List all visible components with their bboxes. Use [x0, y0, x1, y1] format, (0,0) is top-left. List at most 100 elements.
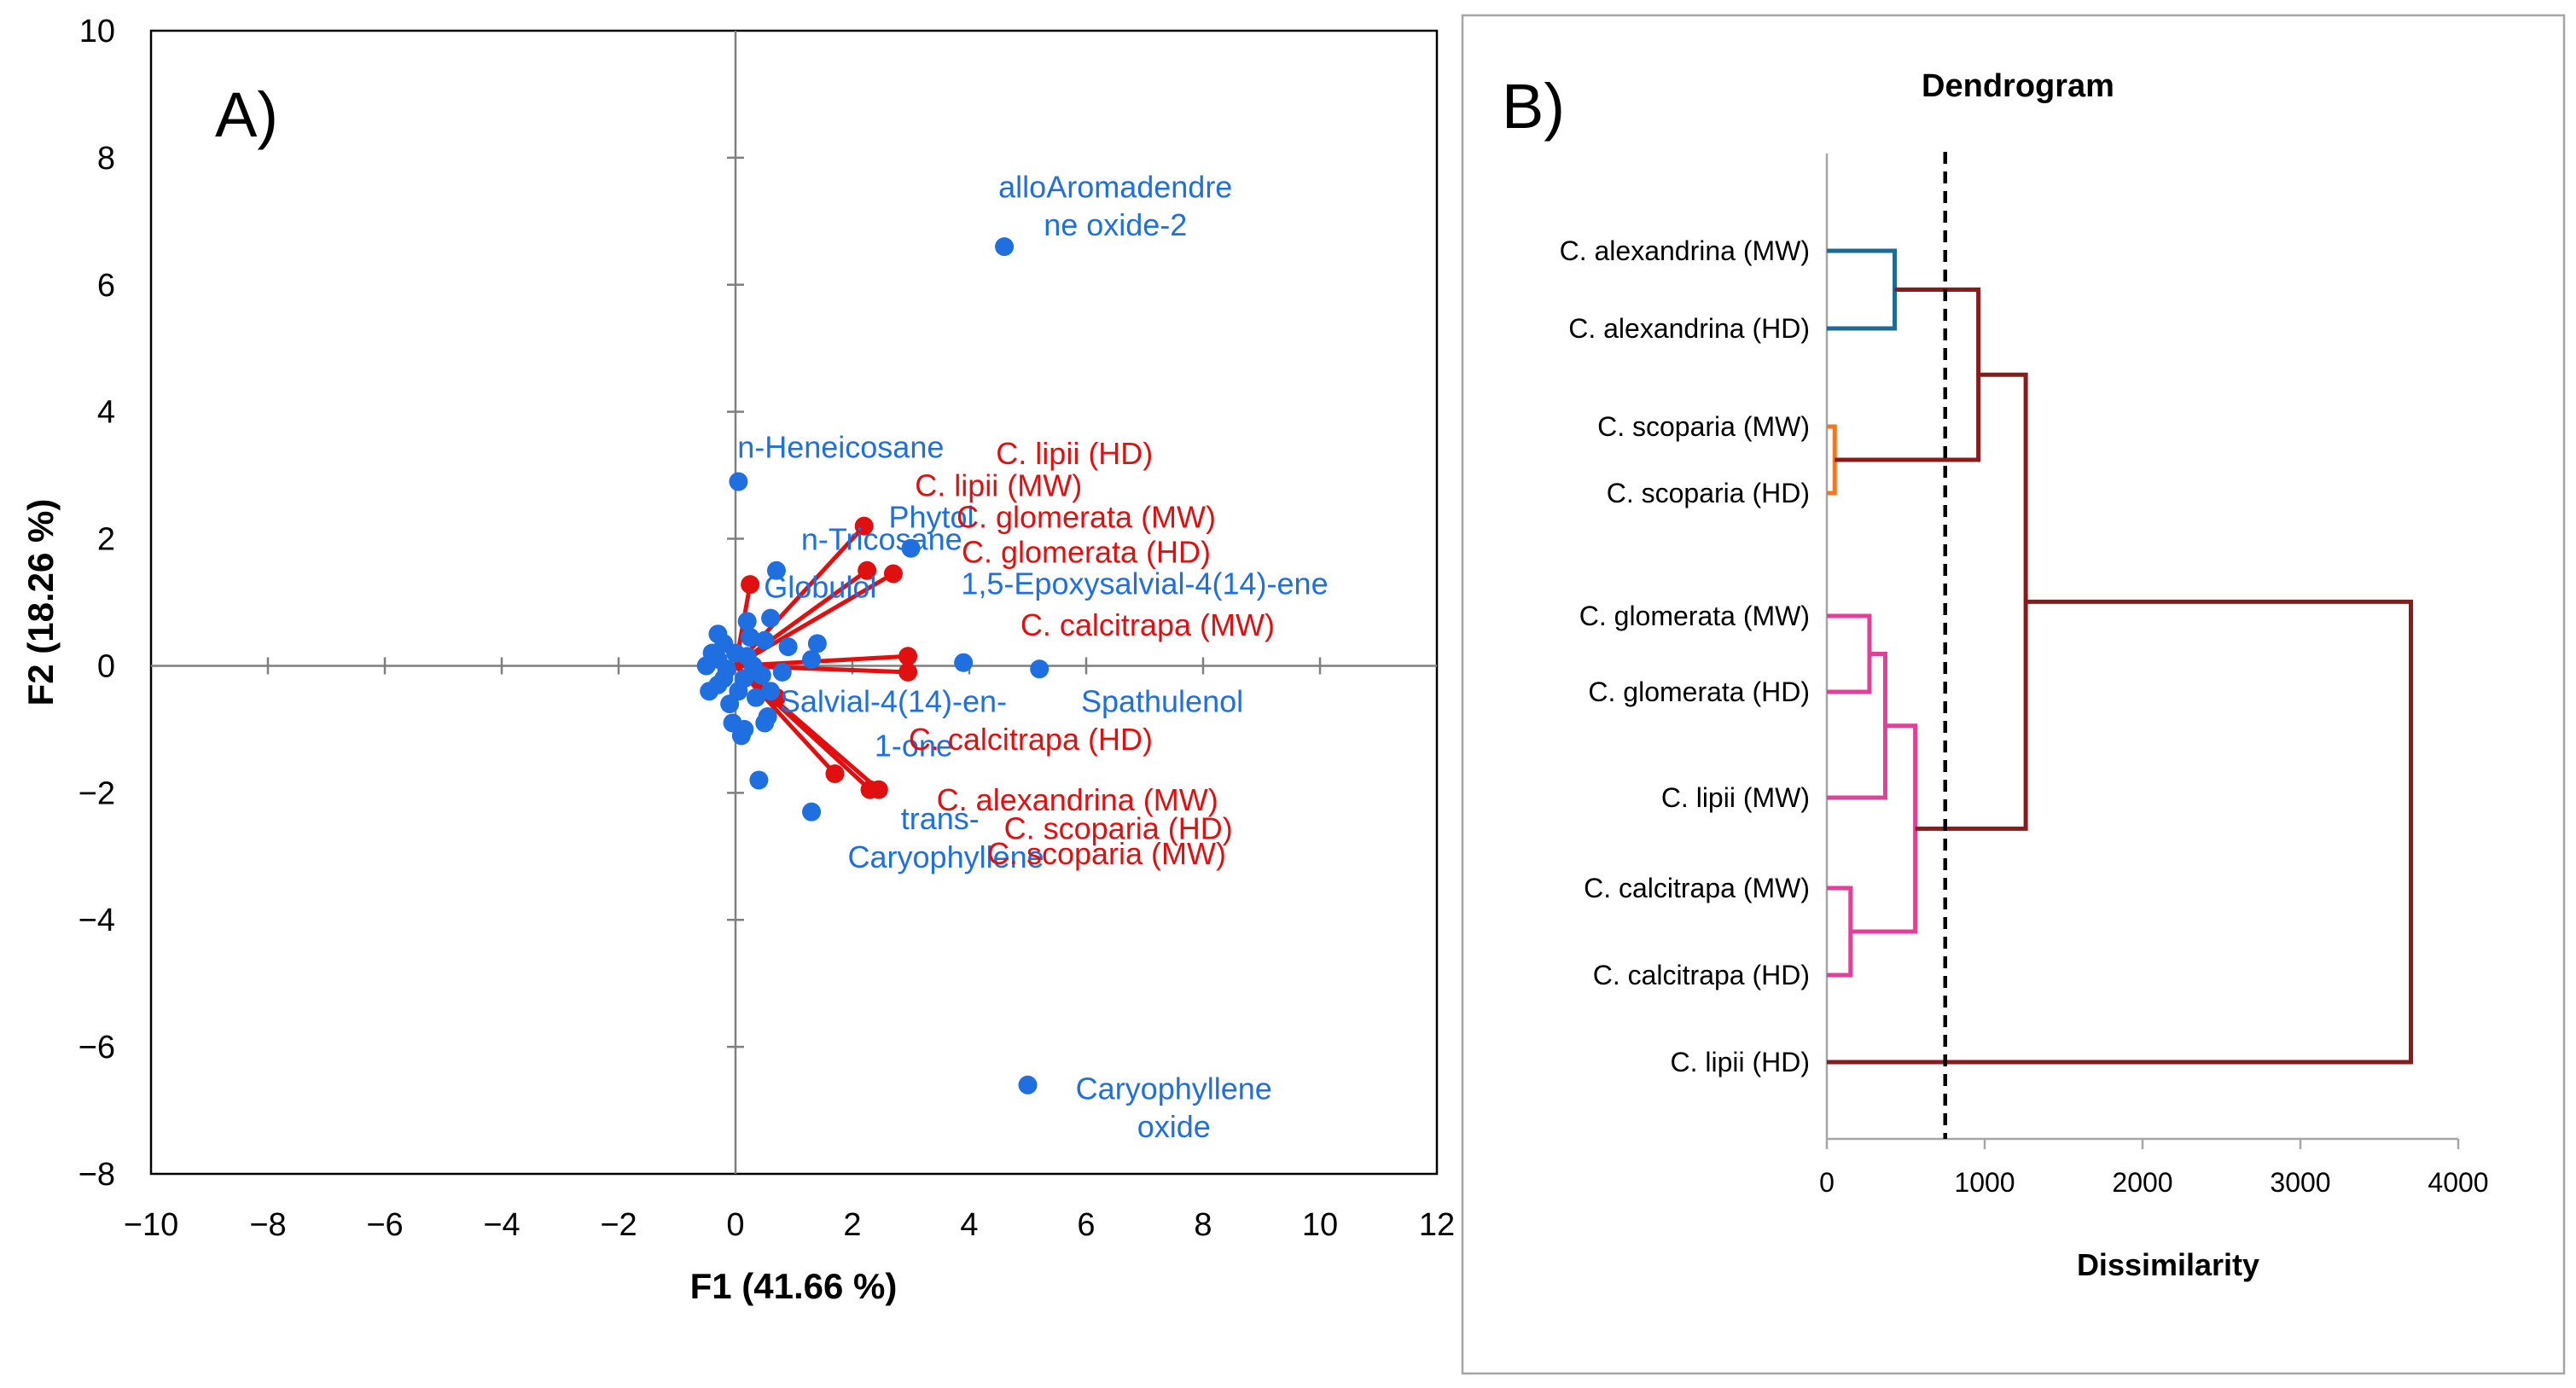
- biplot-variable-point: [752, 665, 771, 685]
- biplot-variable-label: trans-: [901, 801, 980, 836]
- biplot-observation-vector: [734, 664, 881, 792]
- biplot-y-tick-labels: −8 −6 −4 −2 0 2 4 6 8 10: [79, 14, 115, 1193]
- biplot-observation-label: C. lipii (HD): [996, 436, 1153, 471]
- biplot-variable-point: [954, 653, 974, 672]
- biplot-variable-label: Globulol: [764, 569, 876, 604]
- biplot-observation-vector: [734, 572, 895, 668]
- biplot-variable-point: [1030, 659, 1050, 679]
- biplot-variable-point: [729, 682, 748, 701]
- biplot-y-tick-label: 0: [97, 648, 115, 684]
- biplot-y-tick-label: −6: [79, 1030, 115, 1066]
- biplot-x-tick-label: 2: [843, 1207, 861, 1243]
- biplot-observation-point: [825, 764, 845, 783]
- dendrogram-leaf-label: C. lipii (MW): [1661, 782, 1810, 813]
- biplot-variable-point: [737, 612, 757, 631]
- biplot-observation-point: [883, 564, 903, 584]
- dendrogram-x-tick-labels: 0 1000 2000 3000 4000: [1819, 1167, 2488, 1198]
- biplot-variable-label: n-Heneicosane: [737, 430, 944, 465]
- biplot-observation-label: C. glomerata (MW): [957, 500, 1216, 535]
- biplot-x-tick-label: 6: [1077, 1207, 1095, 1243]
- biplot-variable-point: [761, 608, 781, 628]
- biplot-variable-label: oxide: [1137, 1109, 1211, 1144]
- biplot-y-tick-label: 8: [97, 141, 115, 177]
- biplot-observation-vector: [735, 653, 909, 668]
- biplot-variable-point: [778, 637, 798, 657]
- dendrogram-leaf-label: C. scoparia (MW): [1597, 411, 1810, 442]
- biplot-variable-point: [749, 770, 769, 790]
- biplot-x-axis-title: F1 (41.66 %): [690, 1266, 898, 1306]
- biplot-variable-point: [772, 662, 792, 682]
- biplot-observation-label: C. glomerata (HD): [962, 534, 1211, 569]
- biplot-observation-point: [741, 575, 760, 595]
- biplot-x-tick-label: 10: [1302, 1207, 1338, 1243]
- biplot-observation-label: C. scoparia (HD): [1004, 810, 1233, 845]
- biplot-variable-point: [995, 237, 1015, 257]
- biplot-y-tick-label: 6: [97, 268, 115, 304]
- biplot-y-tick-label: −2: [79, 775, 115, 811]
- biplot-x-tick-label: 0: [726, 1207, 744, 1243]
- biplot-observation-label: C. calcitrapa (HD): [909, 722, 1153, 757]
- biplot-x-tick-label: −4: [483, 1207, 520, 1243]
- biplot-observation-label: C. scoparia (MW): [987, 836, 1226, 871]
- dendrogram-leaf-labels: C. alexandrina (MW) C. alexandrina (HD) C.…: [1560, 235, 1810, 1077]
- dendrogram-x-tick-label: 4000: [2428, 1167, 2488, 1198]
- biplot-y-tick-label: 10: [79, 14, 115, 49]
- biplot-observation-label: C. calcitrapa (MW): [1021, 607, 1275, 642]
- biplot-variable-point: [723, 713, 742, 733]
- biplot-variable-point: [761, 682, 781, 701]
- biplot-observation-label: C. lipii (MW): [915, 468, 1082, 502]
- biplot-observation-point: [898, 647, 918, 666]
- biplot-variable-point: [755, 713, 775, 733]
- dendrogram-leaf-label: C. alexandrina (HD): [1568, 313, 1810, 344]
- biplot-y-tick-label: 2: [97, 522, 115, 558]
- biplot-y-tick-label: −4: [79, 903, 115, 938]
- dendrogram-leaf-label: C. alexandrina (MW): [1560, 235, 1810, 266]
- biplot-observation-point: [858, 560, 877, 580]
- biplot-y-tick-label: −8: [79, 1157, 115, 1193]
- biplot-x-tick-label: 8: [1194, 1207, 1212, 1243]
- dendrogram-x-axis-title: Dissimilarity: [2077, 1247, 2259, 1282]
- biplot-observation-point: [869, 780, 888, 799]
- biplot-observation-label: C. alexandrina (MW): [937, 782, 1218, 817]
- biplot-variable-point: [737, 647, 757, 666]
- biplot-x-tick-label: −10: [124, 1207, 178, 1243]
- dendrogram-panel: 0 1000 2000 3000 4000 C. alexandrina (MW)C. …: [1461, 14, 2566, 1375]
- biplot-variable-label: alloAromadendre: [998, 169, 1232, 204]
- biplot-y-axis-title: F2 (18.26 %): [20, 499, 61, 706]
- biplot-variable-label: Caryophyllene: [1076, 1071, 1272, 1106]
- dendrogram-title: Dendrogram: [1922, 68, 2114, 104]
- biplot-variable-point: [901, 538, 921, 558]
- biplot-variable-label: Caryophyllene: [848, 839, 1044, 874]
- biplot-variable-point: [755, 630, 775, 650]
- biplot-variable-label: Spathulenol: [1081, 683, 1243, 718]
- dendrogram-x-tick-label: 2000: [2112, 1167, 2172, 1198]
- dendrogram-branches: [1827, 248, 2413, 1065]
- dendrogram-branch: [1827, 599, 2413, 1065]
- dendrogram-x-tick-label: 1000: [1954, 1167, 2015, 1198]
- dendrogram-frame: [1461, 14, 2566, 1375]
- biplot-variable-label: Phytol: [888, 500, 974, 535]
- biplot-panel-label: A): [215, 79, 278, 150]
- biplot-variable-point: [802, 802, 822, 822]
- biplot-x-tick-labels: −10 −8 −6 −4 −2 0 2 4 6 8 10 12: [124, 1207, 1455, 1243]
- biplot-x-tick-label: 12: [1419, 1207, 1455, 1243]
- biplot-variable-label: ne oxide-2: [1044, 207, 1187, 242]
- dendrogram-x-tick-label: 3000: [2270, 1167, 2330, 1198]
- biplot-variable-point: [714, 669, 734, 688]
- dendrogram-x-ticks: [1825, 1139, 2460, 1149]
- biplot-variable-point: [746, 688, 765, 707]
- biplot-y-tick-label: 4: [97, 395, 115, 431]
- biplot-x-tick-label: −2: [600, 1207, 637, 1243]
- biplot-variable-point: [802, 650, 822, 669]
- biplot-variable-label: n-Tricosane: [801, 522, 962, 557]
- biplot-variable-points: [696, 237, 1050, 1095]
- biplot-x-tick-label: −8: [249, 1207, 286, 1243]
- dendrogram-leaf-label: C. calcitrapa (HD): [1593, 960, 1810, 990]
- dendrogram-leaf-label: C. glomerata (MW): [1579, 601, 1810, 631]
- biplot-variable-label: 1,5-Epoxysalvial-4(14)-ene: [961, 566, 1328, 601]
- dendrogram-leaf-label: C. glomerata (HD): [1588, 677, 1810, 707]
- dendrogram-panel-label: B): [1502, 71, 1565, 142]
